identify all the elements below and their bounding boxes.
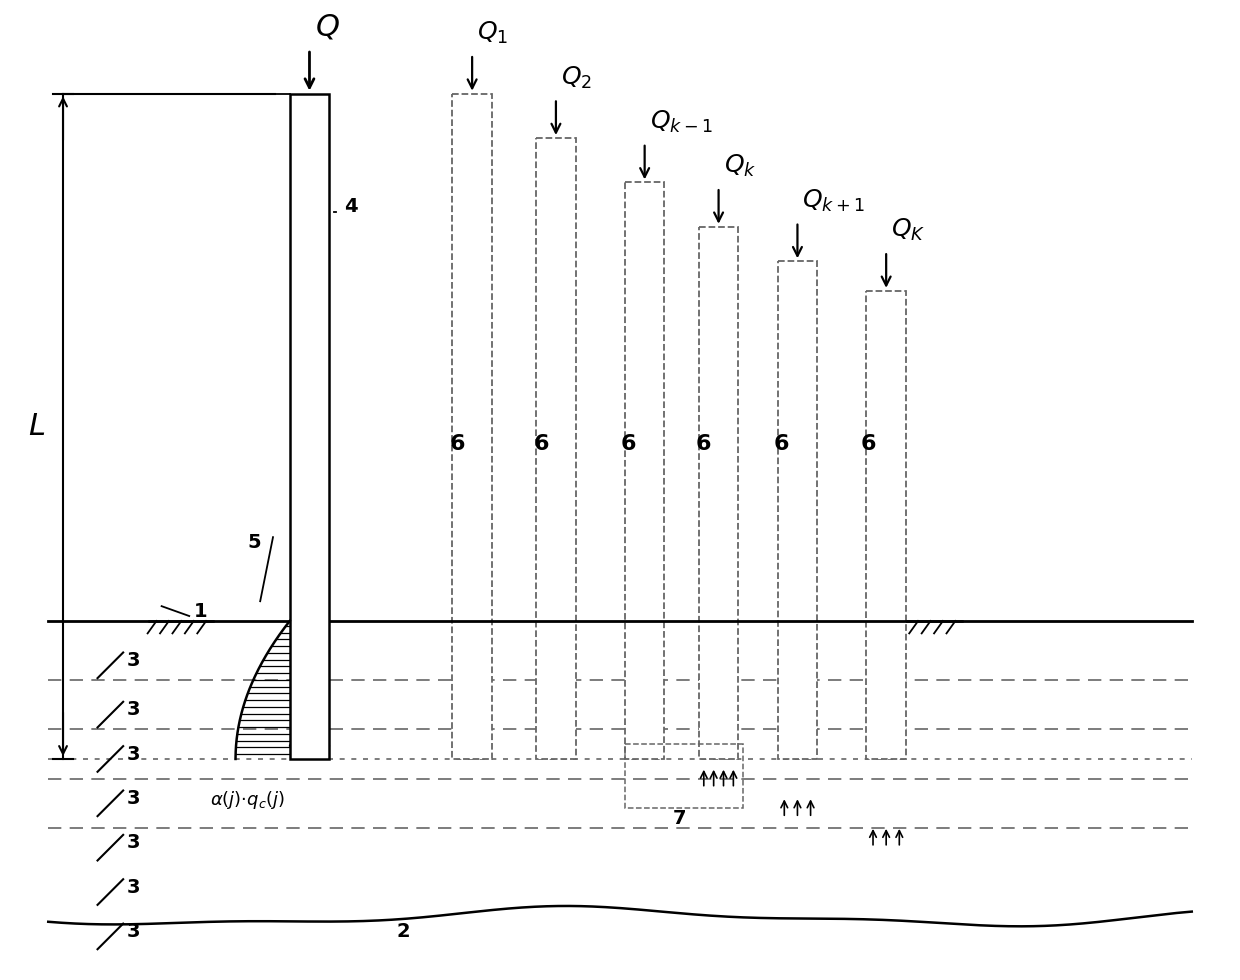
Text: 5: 5 — [248, 532, 262, 552]
Bar — [625, 744, 743, 808]
Bar — [290, 93, 329, 759]
Text: $Q_{k+1}$: $Q_{k+1}$ — [802, 187, 866, 214]
Text: 3: 3 — [128, 878, 140, 897]
Text: $Q_1$: $Q_1$ — [477, 20, 508, 46]
Text: $L$: $L$ — [29, 411, 46, 442]
Bar — [625, 182, 665, 759]
Text: 1: 1 — [195, 602, 208, 620]
Text: 6: 6 — [861, 433, 877, 454]
Text: 3: 3 — [128, 700, 140, 719]
Text: 3: 3 — [128, 651, 140, 670]
Text: 6: 6 — [450, 433, 465, 454]
Text: 6: 6 — [533, 433, 549, 454]
Text: $\alpha(j){\cdot}q_c(j)$: $\alpha(j){\cdot}q_c(j)$ — [210, 789, 285, 810]
Text: $Q_2$: $Q_2$ — [560, 65, 591, 90]
Text: 6: 6 — [620, 433, 636, 454]
Bar — [699, 226, 738, 759]
Text: $Q_{k-1}$: $Q_{k-1}$ — [650, 109, 712, 135]
Text: 3: 3 — [128, 789, 140, 808]
Text: 2: 2 — [397, 922, 410, 941]
Text: 3: 3 — [128, 833, 140, 853]
Text: $Q_K$: $Q_K$ — [892, 218, 925, 243]
Text: 6: 6 — [696, 433, 712, 454]
Bar — [536, 138, 575, 759]
Text: 3: 3 — [128, 922, 140, 941]
Text: 6: 6 — [774, 433, 790, 454]
Text: 3: 3 — [128, 745, 140, 763]
Text: $Q_k$: $Q_k$ — [723, 153, 756, 179]
Text: $Q$: $Q$ — [315, 12, 340, 42]
Text: 7: 7 — [672, 808, 686, 827]
Text: 4: 4 — [343, 197, 357, 217]
Bar — [777, 261, 817, 759]
Bar — [867, 291, 906, 759]
Bar — [453, 93, 492, 759]
